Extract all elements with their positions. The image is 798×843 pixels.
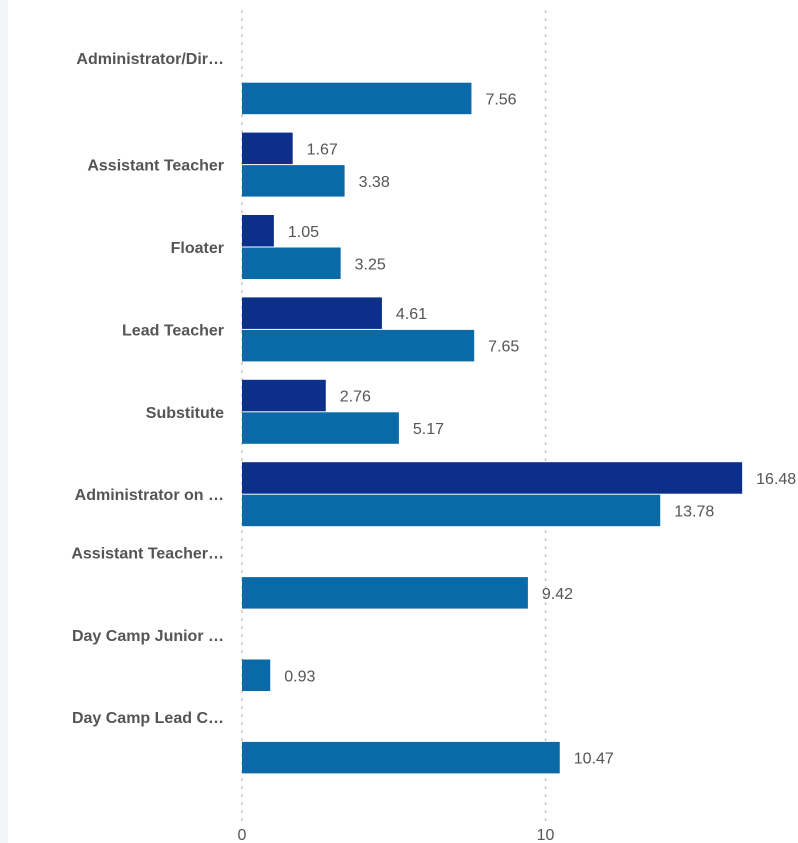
category-label: Administrator/Dir… — [76, 51, 224, 68]
value-label: 7.65 — [488, 339, 519, 356]
bar-series2-cat1[interactable] — [242, 83, 471, 115]
category-label: Assistant Teacher — [87, 158, 224, 175]
value-label: 5.17 — [413, 421, 444, 438]
bar-series2-cat5[interactable] — [242, 412, 399, 444]
value-label: 13.78 — [674, 503, 714, 520]
category-label: Day Camp Junior … — [72, 628, 224, 645]
value-label: 10.47 — [574, 751, 614, 768]
bar-series1-cat2[interactable] — [242, 133, 293, 165]
value-label: 9.42 — [542, 586, 573, 603]
bar-series1-cat4[interactable] — [242, 297, 382, 329]
category-label: Lead Teacher — [122, 322, 224, 339]
value-label: 0.93 — [284, 668, 315, 685]
value-label: 16.48 — [756, 471, 796, 488]
value-label: 3.25 — [355, 256, 386, 273]
bar-series1-cat5[interactable] — [242, 380, 326, 412]
bar-series2-cat8[interactable] — [242, 660, 270, 692]
bar-series1-cat3[interactable] — [242, 215, 274, 247]
category-labels: Administrator/Dir… Assistant Teacher Float… — [71, 51, 224, 727]
value-label: 2.76 — [340, 389, 371, 406]
bar-series2-cat2[interactable] — [242, 165, 345, 197]
bar-series2-cat3[interactable] — [242, 248, 341, 280]
value-label: 1.05 — [288, 224, 319, 241]
value-label: 4.61 — [396, 306, 427, 323]
bars — [242, 83, 742, 774]
category-label: Substitute — [146, 405, 224, 422]
bar-series2-cat4[interactable] — [242, 330, 474, 362]
value-label: 7.56 — [485, 91, 516, 108]
x-tick-label: 10 — [537, 827, 555, 843]
value-label: 3.38 — [359, 174, 390, 191]
category-label: Floater — [171, 240, 224, 257]
value-label: 1.67 — [307, 141, 338, 158]
category-label: Day Camp Lead C… — [72, 710, 224, 727]
bar-series2-cat6[interactable] — [242, 495, 660, 527]
category-label: Assistant Teacher… — [71, 545, 224, 562]
bar-series2-cat7[interactable] — [242, 577, 528, 609]
bar-series2-cat9[interactable] — [242, 742, 560, 774]
x-axis-ticks: 0 10 — [238, 827, 555, 843]
category-label: Administrator on … — [75, 487, 224, 504]
x-tick-label: 0 — [238, 827, 247, 843]
bar-series1-cat6[interactable] — [242, 462, 742, 494]
